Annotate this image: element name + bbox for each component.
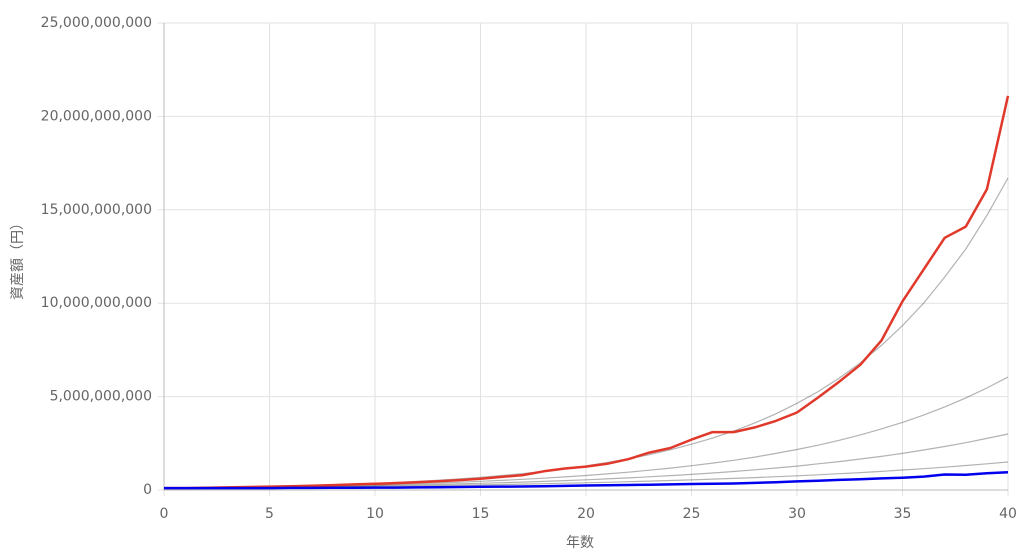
- series-line: [164, 471, 1009, 490]
- x-tick-label: 25: [683, 506, 701, 522]
- x-tick-label: 35: [894, 506, 912, 522]
- y-tick-label: 5,000,000,000: [50, 389, 152, 405]
- series-line: [164, 95, 1010, 490]
- y-tick-label: 20,000,000,000: [41, 108, 152, 124]
- y-axis-label: 資産額（円）: [10, 216, 26, 300]
- x-tick-label: 0: [160, 506, 169, 522]
- x-tick-label: 5: [265, 506, 274, 522]
- y-tick-label: 15,000,000,000: [41, 202, 152, 218]
- x-tick-label: 10: [366, 506, 384, 522]
- x-axis-label: 年数: [566, 535, 594, 551]
- y-tick-label: 0: [143, 482, 152, 498]
- x-tick-label: 40: [999, 506, 1017, 522]
- x-tick-label: 15: [472, 506, 490, 522]
- y-tick-label: 10,000,000,000: [41, 295, 152, 311]
- y-tick-label: 25,000,000,000: [41, 15, 152, 31]
- x-tick-label: 20: [577, 506, 595, 522]
- x-tick-label: 30: [788, 506, 806, 522]
